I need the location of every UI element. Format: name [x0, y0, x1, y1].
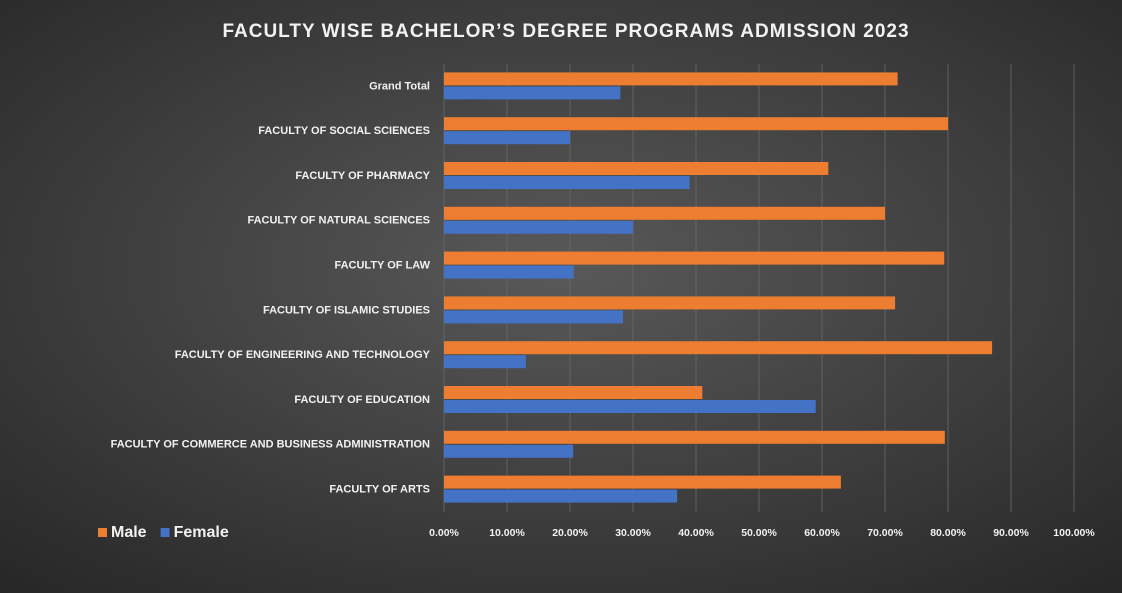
bar — [444, 265, 574, 279]
bar — [444, 444, 574, 458]
bar — [444, 206, 885, 220]
bar — [444, 386, 703, 399]
bar — [444, 296, 896, 310]
x-tick-label: 10.00% — [489, 527, 525, 539]
bar — [444, 117, 948, 131]
x-tick-label: 0.00% — [429, 527, 459, 539]
y-tick-label: Grand Total — [369, 80, 430, 92]
bar — [444, 176, 690, 189]
bar — [444, 475, 841, 489]
x-tick-label: 50.00% — [741, 527, 777, 539]
x-tick-label: 60.00% — [804, 527, 840, 539]
x-tick-label: 100.00% — [1053, 527, 1095, 539]
y-tick-label: FACULTY OF SOCIAL SCIENCES — [258, 125, 430, 137]
y-tick-label: FACULTY OF ISLAMIC STUDIES — [263, 304, 430, 316]
x-tick-label: 40.00% — [678, 527, 714, 539]
bar — [444, 489, 678, 503]
bar — [444, 341, 993, 355]
bar — [444, 220, 633, 234]
y-tick-label: FACULTY OF COMMERCE AND BUSINESS ADMINIS… — [111, 439, 430, 451]
x-tick-label: 70.00% — [867, 527, 903, 539]
legend-label: Female — [174, 524, 229, 541]
bar — [444, 131, 570, 145]
x-tick-label: 90.00% — [993, 527, 1029, 539]
bar — [444, 355, 526, 369]
y-tick-label: FACULTY OF EDUCATION — [294, 394, 430, 406]
y-tick-label: FACULTY OF PHARMACY — [295, 170, 430, 182]
bar — [444, 162, 829, 175]
bar — [444, 430, 945, 444]
x-tick-label: 80.00% — [930, 527, 966, 539]
legend-swatch — [160, 528, 170, 537]
bar — [444, 310, 623, 324]
legend-label: Male — [111, 524, 147, 541]
chart-title: FACULTY WISE BACHELOR’S DEGREE PROGRAMS … — [222, 21, 909, 42]
bar — [444, 72, 898, 86]
bar — [444, 251, 945, 265]
bar — [444, 86, 621, 100]
legend-swatch — [98, 528, 107, 537]
y-tick-label: FACULTY OF NATURAL SCIENCES — [247, 215, 430, 227]
x-tick-label: 30.00% — [615, 527, 651, 539]
bar — [444, 400, 816, 413]
x-tick-label: 20.00% — [552, 527, 588, 539]
y-tick-label: FACULTY OF ARTS — [329, 484, 430, 496]
y-tick-label: FACULTY OF ENGINEERING AND TECHNOLOGY — [175, 349, 431, 361]
y-tick-label: FACULTY OF LAW — [334, 260, 430, 272]
